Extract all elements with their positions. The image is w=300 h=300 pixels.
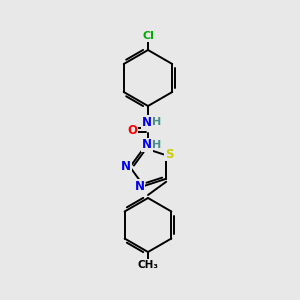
Text: N: N bbox=[135, 179, 145, 193]
Text: N: N bbox=[142, 116, 152, 128]
Text: H: H bbox=[152, 117, 162, 127]
Text: N: N bbox=[121, 160, 131, 173]
Text: H: H bbox=[152, 140, 162, 150]
Text: S: S bbox=[165, 148, 173, 161]
Text: CH₃: CH₃ bbox=[137, 260, 158, 270]
Text: O: O bbox=[127, 124, 137, 136]
Text: N: N bbox=[142, 139, 152, 152]
Text: Cl: Cl bbox=[142, 31, 154, 41]
